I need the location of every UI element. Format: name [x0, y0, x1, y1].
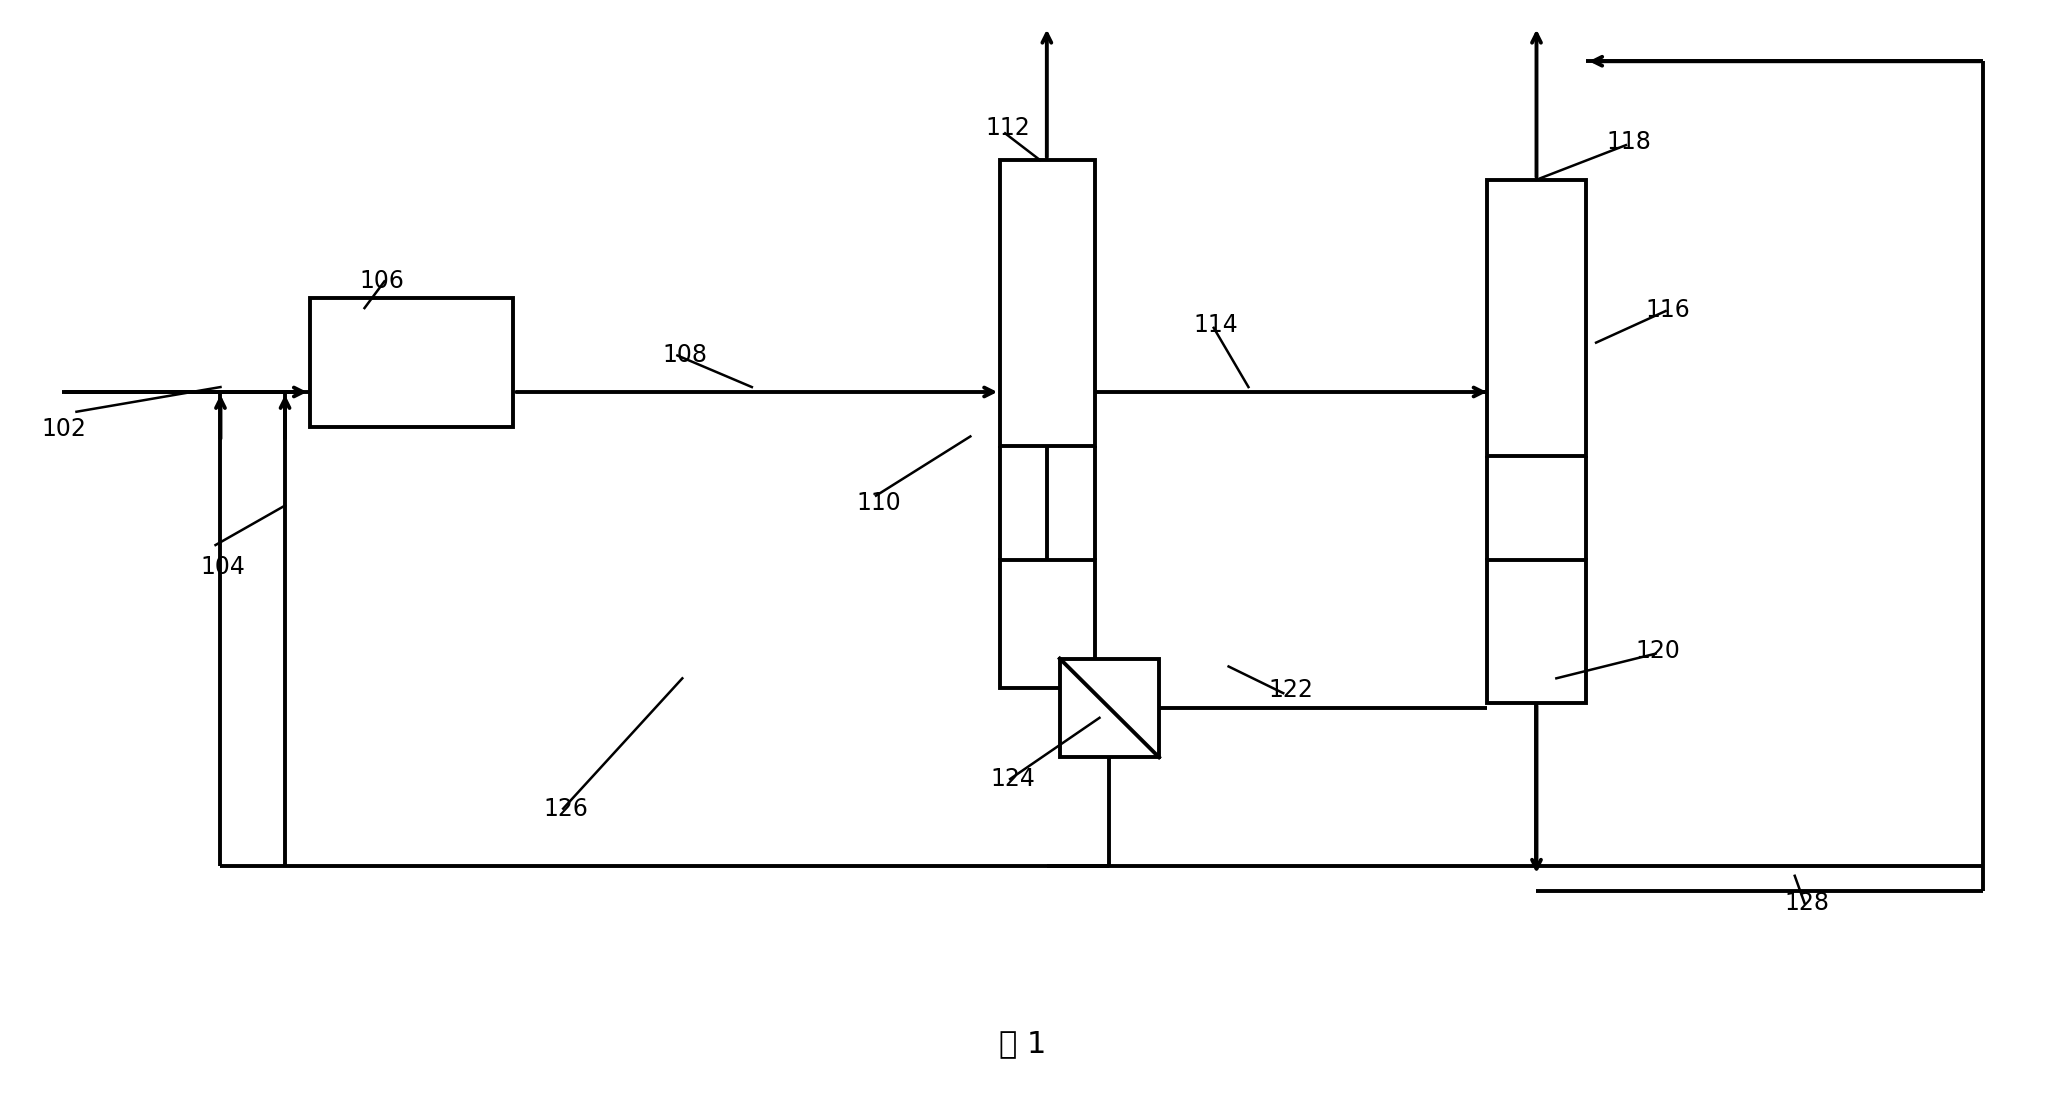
Text: 114: 114	[1193, 313, 1238, 337]
Text: 126: 126	[542, 797, 587, 821]
Text: 112: 112	[985, 116, 1030, 139]
Text: 116: 116	[1646, 298, 1691, 322]
Bar	[1060, 658, 1159, 758]
Bar	[1486, 180, 1586, 457]
Text: 106: 106	[360, 268, 405, 292]
Bar	[1486, 560, 1586, 703]
Text: 122: 122	[1269, 678, 1314, 702]
Text: 102: 102	[41, 417, 86, 440]
Bar	[1001, 160, 1095, 447]
Text: 108: 108	[663, 343, 708, 367]
Bar	[1001, 560, 1095, 688]
Text: 128: 128	[1785, 890, 1830, 914]
Text: 图 1: 图 1	[999, 1029, 1046, 1058]
Text: 124: 124	[991, 768, 1036, 792]
Text: 110: 110	[856, 491, 901, 515]
Bar	[309, 298, 514, 427]
Text: 120: 120	[1636, 638, 1681, 662]
Text: 104: 104	[201, 555, 246, 579]
Text: 118: 118	[1607, 130, 1650, 154]
